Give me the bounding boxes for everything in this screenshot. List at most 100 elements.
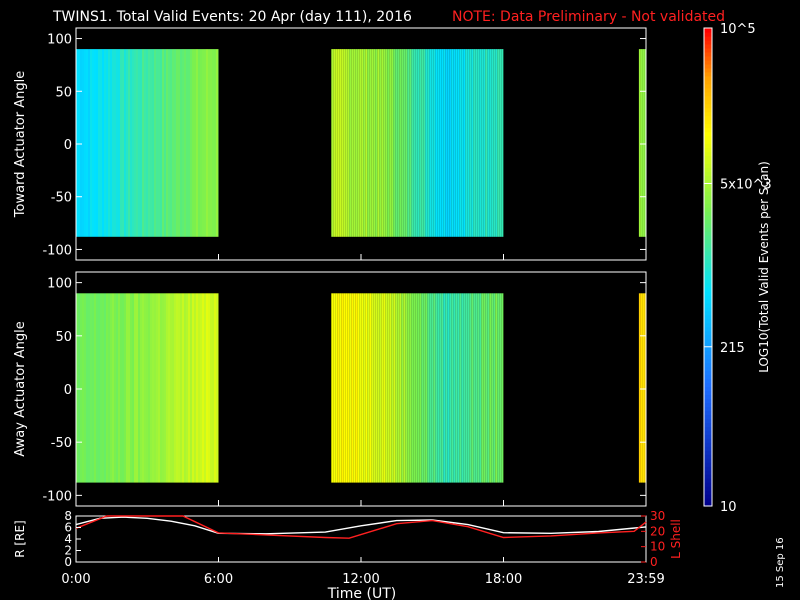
colorbar-cell bbox=[704, 406, 712, 411]
colorbar-cell bbox=[704, 67, 712, 73]
heatmap-column bbox=[337, 49, 340, 237]
heatmap-column bbox=[451, 49, 454, 237]
heatmap-column bbox=[399, 293, 402, 483]
heatmap-column bbox=[455, 293, 458, 483]
heatmap-column bbox=[212, 49, 214, 237]
heatmap-column bbox=[194, 49, 196, 237]
heatmap-column bbox=[429, 293, 432, 483]
heatmap-column bbox=[389, 49, 392, 237]
heatmap-column bbox=[371, 293, 374, 483]
colorbar-cell bbox=[704, 326, 712, 332]
heatmap-column bbox=[182, 49, 184, 237]
colorbar-cell bbox=[704, 231, 712, 236]
heatmap-column bbox=[365, 293, 368, 483]
heatmap-column bbox=[465, 49, 468, 237]
heatmap-column bbox=[84, 49, 86, 237]
colorbar-cell bbox=[704, 167, 712, 172]
heatmap-column bbox=[415, 293, 418, 483]
heatmap-column bbox=[140, 293, 142, 483]
heatmap-column bbox=[359, 293, 362, 483]
colorbar-cell bbox=[704, 47, 712, 53]
heatmap-column bbox=[473, 293, 476, 483]
heatmap-column bbox=[399, 49, 402, 237]
heatmap-column bbox=[441, 49, 444, 237]
heatmap-column bbox=[172, 49, 174, 237]
heatmap-column bbox=[417, 49, 420, 237]
heatmap-column bbox=[395, 49, 398, 237]
heatmap-column bbox=[170, 49, 172, 237]
heatmap-column bbox=[401, 293, 404, 483]
heatmap-column bbox=[383, 293, 386, 483]
heatmap-column bbox=[204, 293, 206, 483]
colorbar-cell bbox=[704, 290, 712, 296]
colorbar-cell bbox=[704, 410, 712, 415]
heatmap-column bbox=[351, 49, 354, 237]
colorbar-cell bbox=[704, 434, 712, 439]
heatmap-column bbox=[421, 49, 424, 237]
colorbar-cell bbox=[704, 282, 712, 288]
colorbar-tick-label: 10 bbox=[720, 500, 737, 515]
y-tick-label: 8 bbox=[64, 509, 72, 523]
heatmap-column bbox=[479, 49, 482, 237]
colorbar-cell bbox=[704, 199, 712, 204]
heatmap-column bbox=[86, 49, 88, 237]
y-tick-label-right: 30 bbox=[650, 509, 665, 523]
heatmap-column bbox=[146, 49, 148, 237]
heatmap-column bbox=[110, 293, 112, 483]
heatmap-column bbox=[361, 49, 364, 237]
heatmap-column bbox=[461, 49, 464, 237]
x-tick-label: 18:00 bbox=[485, 572, 522, 587]
colorbar-cell bbox=[704, 83, 712, 89]
colorbar-cell bbox=[704, 235, 712, 240]
heatmap-column bbox=[130, 293, 132, 483]
heatmap-column bbox=[485, 293, 488, 483]
heatmap-column bbox=[473, 49, 476, 237]
y-tick-label-right: 10 bbox=[650, 540, 665, 554]
colorbar-cell bbox=[704, 36, 712, 41]
heatmap-column bbox=[489, 293, 492, 483]
y-axis-label-right: L Shell bbox=[669, 519, 683, 559]
heatmap-column bbox=[347, 49, 350, 237]
heatmap-column bbox=[140, 49, 142, 237]
y-tick-label: 0 bbox=[64, 138, 72, 153]
heatmap-column bbox=[357, 49, 360, 237]
heatmap-column bbox=[335, 293, 338, 483]
heatmap-column bbox=[477, 49, 480, 237]
heatmap-column bbox=[479, 293, 482, 483]
heatmap-column bbox=[403, 49, 406, 237]
heatmap-column bbox=[640, 49, 643, 237]
heatmap-column bbox=[421, 293, 424, 483]
heatmap-column bbox=[355, 49, 358, 237]
colorbar-cell bbox=[704, 306, 712, 312]
heatmap-column bbox=[118, 293, 120, 483]
heatmap-column bbox=[395, 293, 398, 483]
heatmap-column bbox=[469, 49, 472, 237]
heatmap-column bbox=[216, 49, 218, 237]
colorbar-cell bbox=[704, 298, 712, 304]
heatmap-column bbox=[104, 49, 106, 237]
heatmap-column bbox=[206, 293, 208, 483]
heatmap-column bbox=[166, 293, 168, 483]
colorbar-cell bbox=[704, 139, 712, 145]
heatmap-column bbox=[355, 293, 358, 483]
heatmap-column bbox=[449, 49, 452, 237]
heatmap-column bbox=[457, 49, 460, 237]
heatmap-column bbox=[453, 49, 456, 237]
heatmap-column bbox=[642, 293, 645, 483]
heatmap-column bbox=[144, 293, 146, 483]
heatmap-column bbox=[204, 49, 206, 237]
heatmap-column bbox=[214, 49, 216, 237]
heatmap-column bbox=[359, 49, 362, 237]
heatmap-column bbox=[495, 293, 498, 483]
heatmap-column bbox=[108, 293, 110, 483]
heatmap-column bbox=[439, 293, 442, 483]
heatmap-column bbox=[180, 293, 182, 483]
heatmap-column bbox=[168, 293, 170, 483]
heatmap-column bbox=[431, 293, 434, 483]
colorbar-cell bbox=[704, 382, 712, 388]
y-tick-label: -100 bbox=[42, 243, 72, 258]
heatmap-column bbox=[198, 293, 200, 483]
heatmap-column bbox=[134, 49, 136, 237]
y-tick-label: 0 bbox=[64, 555, 72, 569]
heatmap-column bbox=[156, 293, 158, 483]
